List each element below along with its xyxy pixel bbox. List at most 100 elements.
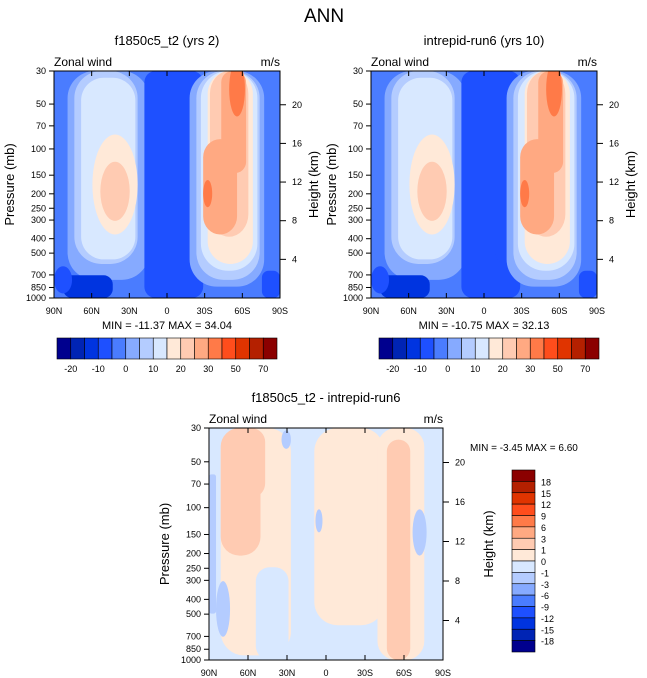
colorbar-box	[511, 526, 536, 539]
colorbar-label: 15	[541, 489, 551, 499]
x-tick-label: 60S	[396, 668, 412, 678]
colorbar-label: 18	[541, 477, 551, 487]
colorbar-box	[70, 337, 85, 360]
contour-region	[63, 275, 113, 298]
colorbar-box	[511, 594, 536, 607]
y-tick-label: 30	[353, 66, 363, 76]
colorbar-label: 30	[203, 364, 213, 374]
y-axis-label: Pressure (mb)	[157, 503, 172, 585]
x-tick-label: 30S	[197, 306, 213, 316]
height-tick-label: 12	[455, 537, 465, 547]
y-axis-label: Pressure (mb)	[324, 143, 339, 225]
contour-region	[229, 71, 245, 117]
colorbar-label: -18	[541, 637, 554, 647]
colorbar-label: -12	[541, 614, 554, 624]
colorbar-box	[571, 337, 586, 360]
variable-label: Zonal wind	[54, 55, 112, 69]
panel-3: f1850c5_t2 - intrepid-run6 Zonal wind m/s 9…	[157, 390, 578, 678]
x-tick-label: 90S	[589, 306, 605, 316]
colorbar-label: -9	[541, 603, 549, 613]
contour-region	[255, 567, 289, 660]
y-tick-label: 700	[348, 270, 363, 280]
height-tick-label: 8	[609, 216, 614, 226]
y-tick-label: 250	[31, 203, 46, 213]
colorbar-box	[194, 337, 209, 360]
x-tick-label: 90S	[272, 306, 288, 316]
x-tick-label: 0	[323, 668, 328, 678]
contour-region	[100, 161, 130, 221]
y-tick-label: 150	[348, 170, 363, 180]
height-tick-label: 16	[292, 138, 302, 148]
contour-region	[578, 270, 597, 298]
colorbar-box	[511, 515, 536, 528]
colorbar-box	[111, 337, 127, 360]
x-tick-label: 30N	[121, 306, 138, 316]
colorbar-label: 0	[445, 364, 450, 374]
y-tick-label: 70	[191, 479, 201, 489]
colorbar-label: 9	[541, 512, 546, 522]
colorbar-box	[166, 337, 182, 360]
colorbar-box	[511, 606, 536, 619]
colorbar-box	[180, 337, 195, 360]
panel-title: f1850c5_t2 - intrepid-run6	[252, 390, 401, 405]
x-tick-label: 90N	[46, 306, 63, 316]
contour-region	[315, 509, 323, 533]
contour-region	[314, 428, 385, 626]
y-tick-label: 500	[186, 609, 201, 619]
colorbar-label: 70	[580, 364, 590, 374]
colorbar-box	[125, 337, 140, 360]
y-tick-label: 200	[31, 189, 46, 199]
colorbar-label: -20	[386, 364, 399, 374]
colorbar-box	[97, 337, 113, 360]
height-tick-label: 8	[455, 576, 460, 586]
colorbar-label: 1	[541, 546, 546, 556]
contour-region	[412, 509, 427, 556]
colorbar-box	[529, 337, 545, 360]
x-tick-label: 90S	[435, 668, 451, 678]
y-axis-label-right: Height (km)	[306, 151, 321, 218]
colorbar-label: -10	[414, 364, 427, 374]
x-tick-label: 30S	[357, 668, 373, 678]
colorbar-label: 0	[123, 364, 128, 374]
min-max-stats: MIN = -3.45 MAX = 6.60	[470, 443, 578, 454]
colorbar-label: -6	[541, 591, 549, 601]
colorbar-box	[557, 337, 572, 360]
panel-title: f1850c5_t2 (yrs 2)	[115, 33, 220, 48]
y-tick-label: 70	[353, 121, 363, 131]
colorbar-box	[392, 337, 407, 360]
colorbar-box	[221, 337, 237, 360]
colorbar-box	[511, 492, 536, 505]
colorbar-box	[511, 583, 536, 596]
y-tick-label: 30	[36, 66, 46, 76]
y-tick-label: 50	[353, 99, 363, 109]
y-tick-label: 100	[186, 503, 201, 513]
y-axis-label-right: Height (km)	[623, 151, 638, 218]
colorbar-label: 20	[498, 364, 508, 374]
variable-label: Zonal wind	[371, 55, 429, 69]
colorbar-box	[511, 503, 536, 516]
y-tick-label: 30	[191, 423, 201, 433]
colorbar-box	[511, 481, 536, 494]
colorbar-box	[511, 560, 536, 573]
units-label: m/s	[261, 55, 280, 69]
y-tick-label: 500	[348, 248, 363, 258]
height-tick-label: 20	[455, 458, 465, 468]
colorbar-label: -10	[92, 364, 105, 374]
y-tick-label: 700	[31, 270, 46, 280]
y-tick-label: 50	[36, 99, 46, 109]
contour-region	[546, 71, 562, 117]
y-tick-label: 300	[186, 575, 201, 585]
y-tick-label: 850	[186, 644, 201, 654]
units-label: m/s	[424, 412, 443, 426]
y-tick-label: 700	[186, 631, 201, 641]
colorbar-label: -3	[541, 580, 549, 590]
contour-region	[520, 179, 530, 208]
y-tick-label: 200	[186, 549, 201, 559]
y-tick-label: 850	[31, 282, 46, 292]
min-max-stats: MIN = -10.75 MAX = 32.13	[419, 320, 550, 332]
contour-region	[216, 581, 231, 637]
colorbar-label: 0	[541, 557, 546, 567]
height-tick-label: 8	[292, 216, 297, 226]
y-tick-label: 1000	[26, 293, 46, 303]
contour-region	[237, 428, 266, 498]
